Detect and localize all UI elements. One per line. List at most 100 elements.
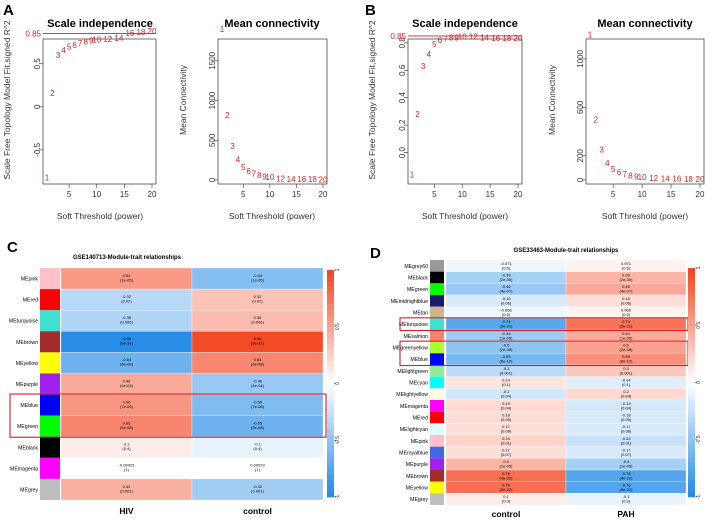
cell-pvalue: (0.02) — [121, 298, 132, 303]
cell-correlation: -0.96 — [122, 336, 132, 341]
cell-pvalue: (0.001) — [500, 370, 513, 375]
cell-correlation: -0.14 — [621, 378, 631, 383]
row-label: MEblack — [18, 445, 38, 451]
row-label: MEyellow — [16, 361, 38, 367]
colorbar-segment — [688, 434, 695, 441]
y-tick-label: 0.4 — [398, 92, 407, 104]
row-label: MEblack — [408, 276, 428, 282]
y-axis-label: Mean Connectivity — [178, 64, 188, 135]
colorbar-segment — [688, 491, 695, 498]
colorbar-segment — [327, 298, 334, 305]
module-color-swatch — [430, 423, 444, 435]
point-label: 7 — [443, 35, 448, 44]
cell-correlation: -0.76 — [621, 483, 631, 488]
point-label: 10 — [638, 173, 647, 182]
row-label: MEred — [413, 416, 428, 422]
point-label: 20 — [319, 175, 328, 184]
module-color-swatch — [430, 470, 444, 482]
point-label: 2 — [415, 110, 420, 119]
colorbar-segment — [327, 338, 334, 345]
point-label: 18 — [684, 175, 693, 184]
cell-pvalue: (4e-07) — [500, 289, 514, 294]
colorbar-segment — [688, 348, 695, 355]
cell-pvalue: (0.08) — [501, 429, 512, 434]
module-color-swatch — [40, 457, 60, 479]
colorbar-segment — [327, 406, 334, 413]
row-label: MEred — [23, 298, 38, 304]
cell-pvalue: (0.3) — [502, 499, 511, 504]
cell-pvalue: (0.5) — [502, 265, 511, 270]
point-label: 18 — [308, 175, 317, 184]
cell-correlation: -0.1 — [254, 442, 262, 447]
heatmap-d: GSE33463-Module-trait relationships MEgre… — [391, 248, 702, 519]
colorbar-segment — [327, 440, 334, 447]
point-label: 14 — [287, 175, 296, 184]
cell-correlation: -0.32 — [122, 294, 132, 299]
x-tick-label: 20 — [696, 190, 705, 199]
colorbar-segment — [688, 330, 695, 337]
cell-pvalue: (5e-21) — [620, 324, 634, 329]
colorbar-segment — [327, 349, 334, 356]
cell-pvalue: (6e-08) — [251, 362, 265, 367]
x-tick-label: 20 — [148, 190, 157, 199]
y-axis-label: Mean Connectivity — [547, 64, 557, 135]
colorbar-segment — [327, 394, 334, 401]
colorbar-segment — [688, 462, 695, 469]
column-label: PAH — [617, 509, 634, 519]
panel-label-b: B — [365, 2, 376, 19]
cell-pvalue: (0.07) — [621, 452, 632, 457]
colorbar-segment — [688, 399, 695, 406]
cell-correlation: 0.4 — [503, 459, 509, 464]
point-label: 14 — [114, 34, 123, 43]
cell-pvalue: (0.001) — [120, 488, 133, 493]
row-label: MEbrown — [406, 474, 428, 480]
colorbar-segment — [688, 359, 695, 366]
colorbar-segment — [327, 428, 334, 435]
y-tick-label: 0.2 — [398, 119, 407, 131]
heatmap-c: GSE140713-Module-trait relationships MEpi… — [9, 255, 341, 516]
row-label: MEpurple — [16, 382, 38, 388]
colorbar-segment — [688, 405, 695, 412]
row-label: MEgrey — [20, 487, 38, 493]
panel-label-d: D — [370, 245, 381, 262]
colorbar-segment — [688, 319, 695, 326]
colorbar-segment — [327, 389, 334, 396]
panel-label-c: C — [7, 239, 18, 256]
cell-correlation: -0.071 — [500, 261, 512, 266]
point-label: 5 — [611, 165, 616, 174]
module-color-swatch — [40, 352, 60, 374]
cell-pvalue: (0.01) — [621, 440, 632, 445]
cell-pvalue: (4e-04) — [251, 383, 265, 388]
row-label: MEpurple — [406, 462, 428, 468]
module-color-swatch — [40, 268, 60, 290]
point-label: 20 — [514, 34, 523, 43]
y-axis-label: Scale Free Topology Model Fit,signed R^2 — [2, 20, 12, 180]
cell-correlation: 0.96 — [254, 336, 263, 341]
point-label: 14 — [661, 174, 670, 183]
module-color-swatch — [40, 289, 60, 311]
point-label: 16 — [672, 175, 681, 184]
cell-pvalue: (1e-05) — [620, 464, 634, 469]
y-tick-label: 0.0 — [398, 146, 407, 158]
y-tick-label: 0.5 — [33, 58, 42, 70]
cell-correlation: -0.64 — [122, 357, 132, 362]
colorbar-segment — [688, 485, 695, 492]
cell-correlation: -0.19 — [621, 401, 631, 406]
colorbar-segment — [688, 279, 695, 286]
cell-pvalue: (0.02) — [252, 298, 263, 303]
row-label: MEpink — [21, 277, 39, 283]
colorbar-segment — [327, 270, 334, 276]
colorbar-segment — [327, 479, 334, 486]
cell-correlation: -0.74 — [501, 319, 511, 324]
point-label: 9 — [89, 37, 94, 46]
cell-pvalue: (1e-06) — [620, 335, 634, 340]
x-tick-label: 10 — [265, 190, 274, 199]
cell-pvalue: (0.06) — [621, 300, 632, 305]
cell-pvalue: (0.006) — [251, 320, 264, 325]
cell-correlation: 0.18 — [502, 413, 511, 418]
cell-correlation: -0.4 — [623, 459, 631, 464]
colorbar-tick-label: 0.5 — [696, 322, 702, 329]
point-label: 16 — [125, 29, 134, 38]
cell-correlation: -0.54 — [253, 273, 263, 278]
colorbar-segment — [688, 325, 695, 332]
